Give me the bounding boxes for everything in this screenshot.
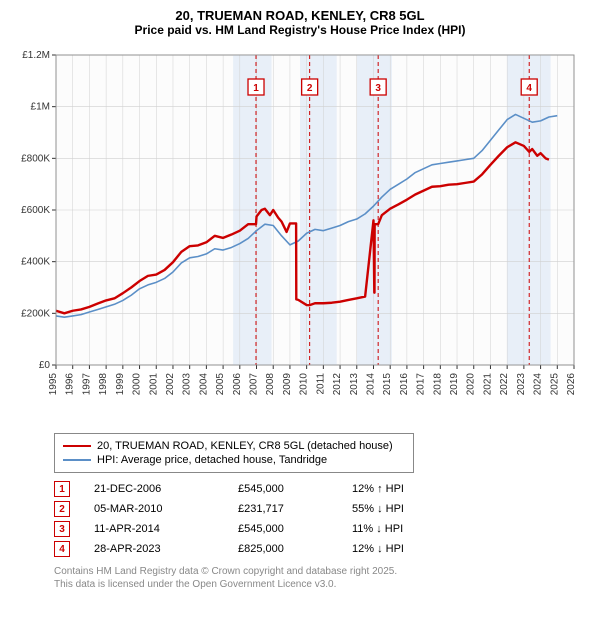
svg-text:2007: 2007 [249,373,260,396]
table-row: 3 11-APR-2014 £545,000 11% ↓ HPI [54,521,588,537]
table-row: 2 05-MAR-2010 £231,717 55% ↓ HPI [54,501,588,517]
chart-title: 20, TRUEMAN ROAD, KENLEY, CR8 5GL [12,8,588,23]
event-date: 05-MAR-2010 [94,503,214,515]
event-marker: 2 [54,501,70,517]
event-price: £231,717 [238,503,328,515]
event-price: £545,000 [238,483,328,495]
chart-plot: £0 £200K £400K £600K £800K £1M £1.2M 1995 1996 19… [12,45,588,425]
events-table: 1 21-DEC-2006 £545,000 12% ↑ HPI 2 05-MA… [54,481,588,557]
legend-row-hpi: HPI: Average price, detached house, Tand… [63,454,405,466]
svg-text:£0: £0 [39,360,51,371]
svg-text:2019: 2019 [449,373,460,396]
svg-text:2015: 2015 [382,373,393,396]
table-row: 4 28-APR-2023 £825,000 12% ↓ HPI [54,541,588,557]
svg-text:2023: 2023 [516,373,527,396]
svg-text:£600K: £600K [21,205,50,216]
svg-text:1998: 1998 [98,373,109,396]
svg-text:2006: 2006 [232,373,243,396]
event-date: 11-APR-2014 [94,523,214,535]
svg-text:2010: 2010 [299,373,310,396]
footer-line1: Contains HM Land Registry data © Crown c… [54,565,588,578]
svg-text:2020: 2020 [466,373,477,396]
svg-text:2024: 2024 [533,373,544,396]
legend-label-price: 20, TRUEMAN ROAD, KENLEY, CR8 5GL (detac… [97,440,393,452]
svg-text:£400K: £400K [21,257,50,268]
svg-text:2016: 2016 [399,373,410,396]
legend: 20, TRUEMAN ROAD, KENLEY, CR8 5GL (detac… [54,433,414,473]
event-price: £545,000 [238,523,328,535]
svg-text:2008: 2008 [265,373,276,396]
event-date: 21-DEC-2006 [94,483,214,495]
svg-text:2013: 2013 [349,373,360,396]
svg-text:2005: 2005 [215,373,226,396]
event-pct: 12% ↓ HPI [352,543,442,555]
svg-text:2: 2 [307,83,313,94]
svg-text:£200K: £200K [21,308,50,319]
line-chart-svg: £0 £200K £400K £600K £800K £1M £1.2M 1995 1996 19… [12,45,588,425]
svg-text:4: 4 [526,83,532,94]
svg-text:2021: 2021 [482,373,493,396]
svg-text:2009: 2009 [282,373,293,396]
footer-line2: This data is licensed under the Open Gov… [54,578,588,591]
event-marker: 1 [54,481,70,497]
svg-text:1: 1 [253,83,259,94]
svg-text:2026: 2026 [566,373,577,396]
event-marker: 3 [54,521,70,537]
svg-text:1995: 1995 [48,373,59,396]
svg-text:3: 3 [375,83,381,94]
footer: Contains HM Land Registry data © Crown c… [54,565,588,591]
svg-text:2012: 2012 [332,373,343,396]
svg-text:1996: 1996 [65,373,76,396]
svg-text:£800K: £800K [21,153,50,164]
table-row: 1 21-DEC-2006 £545,000 12% ↑ HPI [54,481,588,497]
event-pct: 12% ↑ HPI [352,483,442,495]
svg-text:1999: 1999 [115,373,126,396]
svg-text:2004: 2004 [198,373,209,396]
event-marker: 4 [54,541,70,557]
event-date: 28-APR-2023 [94,543,214,555]
svg-text:2000: 2000 [132,373,143,396]
legend-label-hpi: HPI: Average price, detached house, Tand… [97,454,327,466]
event-pct: 11% ↓ HPI [352,523,442,535]
svg-text:£1.2M: £1.2M [22,50,50,61]
event-pct: 55% ↓ HPI [352,503,442,515]
legend-swatch-price [63,445,91,447]
chart-container: 20, TRUEMAN ROAD, KENLEY, CR8 5GL Price … [0,0,600,599]
svg-text:2022: 2022 [499,373,510,396]
svg-text:2001: 2001 [148,373,159,396]
svg-text:2017: 2017 [416,373,427,396]
svg-text:1997: 1997 [81,373,92,396]
legend-row-price: 20, TRUEMAN ROAD, KENLEY, CR8 5GL (detac… [63,440,405,452]
chart-subtitle: Price paid vs. HM Land Registry's House … [12,23,588,37]
svg-text:2018: 2018 [432,373,443,396]
legend-swatch-hpi [63,459,91,461]
event-price: £825,000 [238,543,328,555]
svg-text:£1M: £1M [31,102,50,113]
svg-text:2002: 2002 [165,373,176,396]
svg-text:2014: 2014 [365,373,376,396]
svg-text:2003: 2003 [182,373,193,396]
svg-text:2011: 2011 [315,373,326,395]
svg-text:2025: 2025 [549,373,560,396]
